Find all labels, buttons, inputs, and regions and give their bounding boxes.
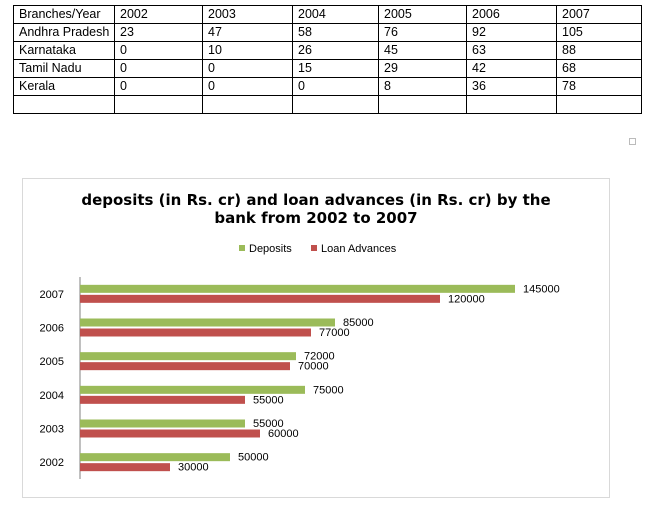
table-cell: 8 <box>378 77 467 96</box>
table-cell: 63 <box>466 41 557 60</box>
table-header-cell: 2007 <box>556 5 642 24</box>
data-label: 30000 <box>178 462 209 474</box>
table-row <box>13 95 642 114</box>
legend-swatch-deposits <box>239 245 245 251</box>
table-cell: 78 <box>556 77 642 96</box>
data-label: 55000 <box>253 394 284 406</box>
data-label: 72000 <box>304 351 335 363</box>
table-cell: 10 <box>202 41 293 60</box>
table-cell: 45 <box>378 41 467 60</box>
data-label: 50000 <box>238 452 269 464</box>
chart-title-line-1: deposits (in Rs. cr) and loan advances (… <box>81 191 550 209</box>
legend-label: Loan Advances <box>321 243 397 255</box>
bar-chart: deposits (in Rs. cr) and loan advances (… <box>40 191 560 479</box>
table-cell: 0 <box>202 59 293 78</box>
data-label: 120000 <box>448 293 485 305</box>
bar-deposits-2003 <box>80 419 245 428</box>
table-cell: 29 <box>378 59 467 78</box>
bar-loan-advances-2005 <box>80 362 290 371</box>
table-cell <box>556 95 642 114</box>
bar-loan-advances-2004 <box>80 395 245 404</box>
legend-swatch-loan-advances <box>311 245 317 251</box>
branch-table: Branches/Year 2002 2003 2004 2005 2006 2007 And… <box>13 5 642 114</box>
table-cell <box>292 95 379 114</box>
table-row: Tamil Nadu 0 0 15 29 42 68 <box>13 59 642 78</box>
table-cell: 0 <box>114 41 203 60</box>
bar-deposits-2002 <box>80 453 230 462</box>
bar-deposits-2004 <box>80 385 305 394</box>
bar-deposits-2007 <box>80 284 515 293</box>
chart-title-line-2: bank from 2002 to 2007 <box>214 209 417 227</box>
data-label: 55000 <box>253 418 284 430</box>
data-label: 85000 <box>343 317 374 329</box>
table-body: Branches/Year 2002 2003 2004 2005 2006 2007 And… <box>13 5 642 114</box>
table-cell: 76 <box>378 23 467 42</box>
table-cell: 47 <box>202 23 293 42</box>
table-cell: 0 <box>114 59 203 78</box>
chart-area: deposits (in Rs. cr) and loan advances (… <box>22 178 610 498</box>
table-header-cell: Branches/Year <box>13 5 115 24</box>
table-cell: Karnataka <box>13 41 115 60</box>
y-tick-label: 2003 <box>40 424 64 436</box>
table-cell: 26 <box>292 41 379 60</box>
legend-label: Deposits <box>249 243 292 255</box>
table-cell: 105 <box>556 23 642 42</box>
table-cell: 58 <box>292 23 379 42</box>
table-cell <box>13 95 115 114</box>
bar-loan-advances-2006 <box>80 328 311 337</box>
table-header-cell: 2004 <box>292 5 379 24</box>
table-row: Karnataka 0 10 26 45 63 88 <box>13 41 642 60</box>
bar-loan-advances-2002 <box>80 463 170 472</box>
table-cell: Andhra Pradesh <box>13 23 115 42</box>
y-tick-label: 2002 <box>40 457 64 469</box>
table-header-cell: 2003 <box>202 5 293 24</box>
data-label: 70000 <box>298 361 329 373</box>
y-tick-label: 2004 <box>40 390 64 402</box>
table-cell: 0 <box>114 77 203 96</box>
y-tick-label: 2005 <box>40 356 64 368</box>
table-cell: 88 <box>556 41 642 60</box>
y-tick-label: 2007 <box>40 289 64 301</box>
data-label: 77000 <box>319 327 350 339</box>
table-cell: 0 <box>202 77 293 96</box>
table-row: Andhra Pradesh 23 47 58 76 92 105 <box>13 23 642 42</box>
table-cell: 23 <box>114 23 203 42</box>
table-cell: 68 <box>556 59 642 78</box>
table-cell: Tamil Nadu <box>13 59 115 78</box>
table-resize-handle[interactable] <box>629 138 636 145</box>
table-cell <box>114 95 203 114</box>
table-header-cell: 2005 <box>378 5 467 24</box>
table-header-row: Branches/Year 2002 2003 2004 2005 2006 2007 <box>13 5 642 24</box>
data-label: 60000 <box>268 428 299 440</box>
bar-loan-advances-2007 <box>80 294 440 303</box>
table-cell: 0 <box>292 77 379 96</box>
table-cell: 92 <box>466 23 557 42</box>
bar-loan-advances-2003 <box>80 429 260 438</box>
table-cell <box>202 95 293 114</box>
table-cell: 42 <box>466 59 557 78</box>
data-label: 145000 <box>523 283 560 295</box>
y-tick-label: 2006 <box>40 323 64 335</box>
table-cell <box>378 95 467 114</box>
table-cell: 15 <box>292 59 379 78</box>
table-cell <box>466 95 557 114</box>
table-cell: Kerala <box>13 77 115 96</box>
bar-deposits-2006 <box>80 318 335 327</box>
table-cell: 36 <box>466 77 557 96</box>
table-header-cell: 2006 <box>466 5 557 24</box>
table-header-cell: 2002 <box>114 5 203 24</box>
chart-legend: Deposits Loan Advances <box>239 243 397 255</box>
data-label: 75000 <box>313 384 344 396</box>
table-row: Kerala 0 0 0 8 36 78 <box>13 77 642 96</box>
bar-deposits-2005 <box>80 352 296 361</box>
